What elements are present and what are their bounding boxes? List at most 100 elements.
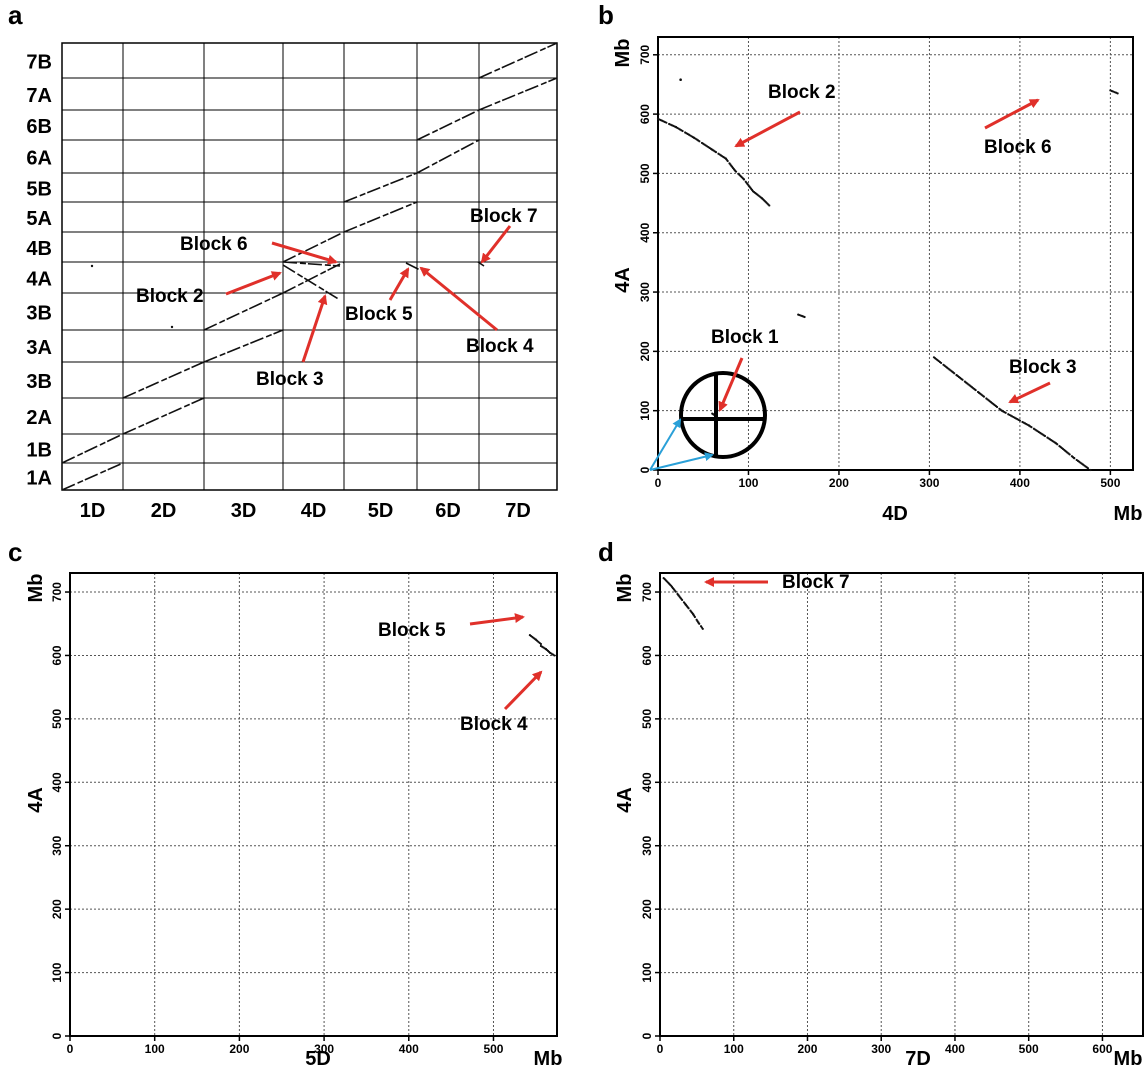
chromosome-grid (61, 42, 558, 491)
data-point (961, 378, 964, 381)
data-point (1068, 453, 1071, 456)
y-chromosome-label: 2A (26, 407, 52, 429)
block-4-label: Block 4 (466, 336, 534, 357)
y-chromosome-labels: 1A 1B 2A 3B 3A 3B 4A 4B 5A 5B 6A 6B 7A 7B (26, 52, 52, 490)
x-tick-label: 500 (483, 1042, 503, 1056)
y-tick-label: 400 (50, 772, 64, 792)
data-point (687, 607, 690, 610)
y-tick-label: 500 (638, 163, 652, 183)
y-tick-label: 700 (640, 582, 654, 602)
y-tick-label: 300 (638, 282, 652, 302)
x-tick-label: 0 (657, 1042, 664, 1056)
panel-letter-b: b (598, 0, 614, 30)
dotplot-c: 0 100 200 300 400 500 0 100 200 300 400 500 600 700 5D… (25, 572, 563, 1070)
stray-dot (170, 325, 174, 329)
y-chromosome-label: 1B (26, 440, 52, 462)
x-axis-label: 5D (305, 1048, 331, 1070)
data-point (1073, 457, 1076, 460)
block-3-arrow (301, 294, 328, 363)
block-5-label: Block 5 (378, 620, 446, 641)
x-axis-unit: Mb (534, 1048, 563, 1070)
synteny-segment (122, 397, 205, 435)
data-point (1056, 443, 1059, 446)
y-tick-label: 100 (50, 962, 64, 982)
block-6-arrow (271, 241, 338, 265)
y-chromosome-label: 3B (26, 371, 52, 393)
dotplot-d: 0 100 200 300 400 500 600 0 100 200 300 400 500 600 70… (614, 572, 1144, 1070)
x-tick-label: 200 (797, 1042, 817, 1056)
x-chromosome-label: 6D (435, 500, 461, 522)
y-chromosome-label: 1A (26, 468, 52, 490)
block-7-label: Block 7 (782, 572, 850, 593)
plot-frame (659, 572, 1144, 1037)
data-point (803, 315, 806, 319)
block-1-zoom-inset (649, 371, 767, 471)
x-tick-label: 500 (1019, 1042, 1039, 1056)
x-axis-label: 4D (882, 503, 908, 525)
y-tick-label: 500 (640, 709, 654, 729)
y-chromosome-label: 4B (26, 238, 52, 260)
block-annotations-b: Block 2 Block 6 Block 1 Block 3 (711, 82, 1077, 412)
x-chromosome-label: 5D (368, 500, 394, 522)
y-tick-label: 0 (640, 1032, 654, 1039)
synteny-segment (478, 42, 558, 79)
data-point (681, 129, 684, 133)
synteny-segment (416, 139, 480, 174)
y-tick-label: 600 (638, 104, 652, 124)
plot-frame (657, 36, 1134, 471)
block-annotations-d: Block 7 (704, 572, 850, 593)
y-tick-label: 200 (50, 899, 64, 919)
data-point (1116, 92, 1119, 95)
y-chromosome-label: 7B (26, 52, 52, 74)
y-axis-label: 4A (614, 787, 636, 813)
synteny-segment (477, 261, 485, 267)
data-point (726, 159, 729, 163)
x-tick-label: 0 (67, 1042, 74, 1056)
data-point (995, 405, 999, 409)
data-point (953, 372, 956, 375)
block-6-arrow (984, 98, 1040, 130)
y-axis-label: 4A (612, 267, 634, 293)
data-point (665, 121, 668, 124)
y-tick-label: 200 (638, 341, 652, 361)
zoom-pointer-arrow-1 (649, 418, 682, 471)
x-tick-label: 200 (229, 1042, 249, 1056)
synteny-segment (203, 292, 284, 331)
y-axis-unit: Mb (612, 39, 634, 68)
y-chromosome-label: 3A (26, 337, 52, 359)
zoom-pointer-arrow-2 (649, 452, 714, 471)
x-axis-unit: Mb (1114, 503, 1143, 525)
synteny-segment (61, 433, 124, 464)
synteny-segment (478, 77, 558, 111)
synteny-dots (61, 42, 558, 491)
synteny-segment (405, 262, 421, 271)
panel-letter-c: c (8, 537, 22, 567)
y-axis-unit: Mb (25, 574, 47, 603)
x-chromosome-label: 3D (231, 500, 257, 522)
data-point (1089, 468, 1092, 472)
dotplot-b: 0 100 200 300 400 500 0 100 200 300 400 500 600 700 4D… (612, 36, 1143, 525)
synteny-segment (61, 462, 124, 491)
block-2-arrow (225, 271, 282, 296)
data-point (674, 590, 677, 593)
data-point (681, 598, 684, 602)
panel-d: d 0 100 200 300 400 500 600 0 100 200 300 400 500 600… (598, 537, 1144, 1070)
x-tick-label: 200 (829, 476, 849, 490)
block-3-label: Block 3 (256, 369, 324, 390)
synteny-segment (282, 231, 345, 263)
x-tick-label: 500 (1100, 476, 1120, 490)
y-tick-label: 100 (640, 962, 654, 982)
data-point (714, 151, 718, 154)
x-tick-label: 100 (724, 1042, 744, 1056)
block-5-arrow (388, 267, 410, 301)
y-tick-label: 700 (50, 582, 64, 602)
y-tick-label: 0 (50, 1032, 64, 1039)
panel-a: a 1A 1B 2A 3B 3A 3B 4A 4B 5A 5B 6A 6B 7A 7B 1D 2D 3D 4D 5… (8, 0, 558, 522)
data-point (679, 78, 682, 82)
stray-dot (90, 264, 94, 268)
synteny-segment (343, 172, 418, 203)
data-point (1030, 426, 1033, 429)
x-chromosome-label: 7D (505, 500, 531, 522)
block-1-label: Block 1 (711, 327, 779, 348)
